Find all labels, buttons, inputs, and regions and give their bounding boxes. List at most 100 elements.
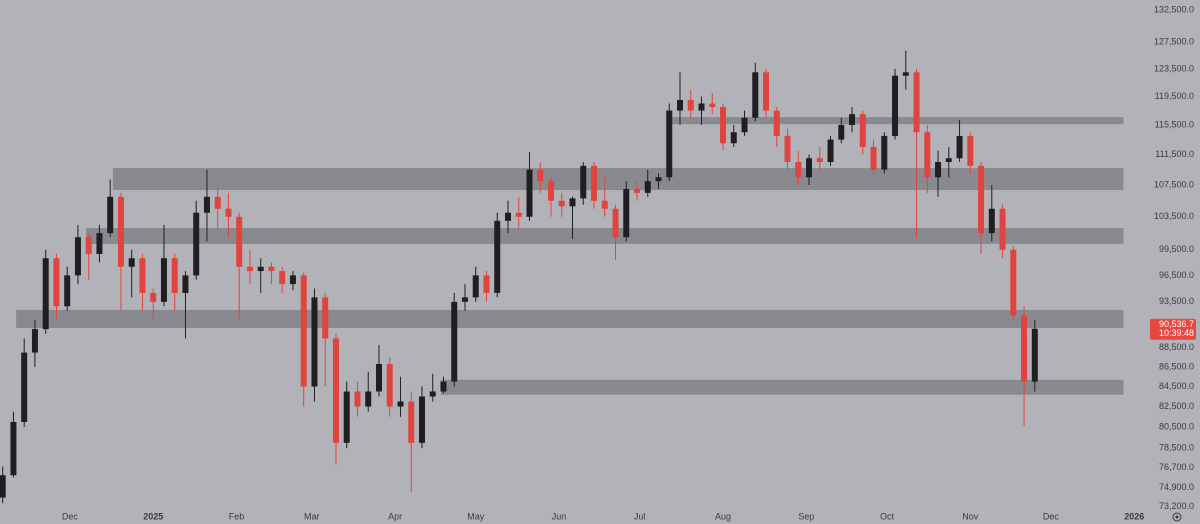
candle-body [386, 364, 393, 407]
candle-body [21, 352, 28, 422]
x-tick-label: 2025 [143, 511, 163, 521]
candle-body [182, 275, 189, 293]
candle-body [945, 158, 952, 163]
price-tag [1150, 318, 1196, 340]
candle-body [107, 196, 114, 234]
candle-body [655, 177, 662, 182]
axes: 132,500.0 127,500.0 123,500.0 119,500.0 115,… [62, 4, 1196, 521]
y-tick-label: 119,500.0 [1155, 91, 1194, 101]
x-tick-label: Dec [62, 511, 79, 521]
candle-body [418, 396, 425, 443]
zones [16, 117, 1124, 395]
candle-body [504, 212, 511, 221]
candle-body [687, 99, 694, 111]
x-tick-label: 2026 [1124, 511, 1144, 521]
candle-body [451, 301, 458, 382]
x-tick-label: Mar [304, 511, 320, 521]
candle-body [279, 271, 286, 285]
x-tick-label: Sep [798, 511, 814, 521]
candle-body [268, 266, 275, 272]
candle-body [397, 401, 404, 407]
candle-body [440, 381, 447, 392]
candle-body [526, 169, 533, 217]
y-tick-label: 115,500.0 [1155, 119, 1194, 129]
candle-body [322, 297, 329, 339]
y-tick-label: 132,500.0 [1154, 4, 1194, 14]
y-tick-label: 111,500.0 [1155, 149, 1194, 159]
y-tick-label: 74,900.0 [1159, 482, 1194, 492]
candle-body [483, 275, 490, 293]
candle-body [644, 181, 651, 193]
candle-body [53, 258, 60, 307]
y-tick-label: 76,700.0 [1159, 462, 1194, 472]
candle-body [859, 114, 866, 147]
candle-body [666, 110, 673, 178]
candle-body [494, 220, 501, 293]
candle-body [591, 165, 598, 201]
candle-body [10, 421, 17, 476]
candle-body [827, 139, 834, 163]
candle-body [203, 196, 210, 213]
candle-body [773, 110, 780, 136]
candle-body [978, 165, 985, 234]
candle-body [870, 146, 877, 170]
candle-body [838, 124, 845, 140]
candle-body [289, 275, 296, 285]
candle-body [85, 237, 92, 254]
candle-body [967, 135, 974, 166]
candle-body [311, 297, 318, 387]
candle-body [354, 391, 361, 407]
x-tick-label: Apr [388, 511, 402, 521]
y-tick-label: 123,500.0 [1154, 63, 1194, 73]
x-tick-label: Dec [1043, 511, 1060, 521]
candle-body [537, 169, 544, 182]
candle-body [515, 212, 522, 217]
candle-body [795, 162, 802, 178]
y-tick-label: 82,500.0 [1159, 401, 1194, 411]
candle-body [429, 391, 436, 397]
candle-body [246, 266, 253, 272]
settings-icon[interactable] [1172, 512, 1182, 522]
zone [16, 309, 1124, 329]
candle-body [257, 266, 264, 272]
candle-body [117, 196, 124, 267]
y-tick-label: 93,500.0 [1159, 296, 1194, 306]
candle-body [547, 181, 554, 201]
candle-body [569, 198, 576, 207]
candle-body [150, 292, 157, 302]
candle-body [892, 75, 899, 136]
zone [112, 168, 1124, 191]
candle-body [472, 275, 479, 298]
y-tick-label: 78,500.0 [1159, 443, 1194, 453]
candle-body [913, 72, 920, 133]
candle-body [74, 237, 81, 276]
candle-body [1021, 315, 1028, 382]
y-tick-label: 96,500.0 [1159, 270, 1194, 280]
candle-body [902, 72, 909, 76]
candle-body [160, 258, 167, 302]
y-tick-label: 127,500.0 [1154, 37, 1194, 47]
candle-body [752, 72, 759, 118]
candle-body [193, 212, 200, 276]
candle-body [128, 258, 135, 267]
candle-body [42, 258, 49, 330]
candle-body [784, 135, 791, 163]
candle-body [730, 132, 737, 144]
candle-body [365, 391, 372, 407]
candle-body [139, 258, 146, 293]
y-tick-label: 99,500.0 [1159, 244, 1194, 254]
candle-body [171, 258, 178, 293]
candle-body [461, 297, 468, 302]
candle-body [709, 103, 716, 108]
candle-body [763, 72, 770, 111]
candle-body [236, 216, 243, 267]
settings-icon-dot [1175, 515, 1179, 519]
candle-body [634, 188, 641, 193]
candle-body [214, 196, 221, 209]
candle-body [601, 200, 608, 209]
y-tick-label: 88,500.0 [1159, 342, 1194, 352]
candle-body [698, 103, 705, 111]
y-tick-label: 103,500.0 [1154, 211, 1194, 221]
